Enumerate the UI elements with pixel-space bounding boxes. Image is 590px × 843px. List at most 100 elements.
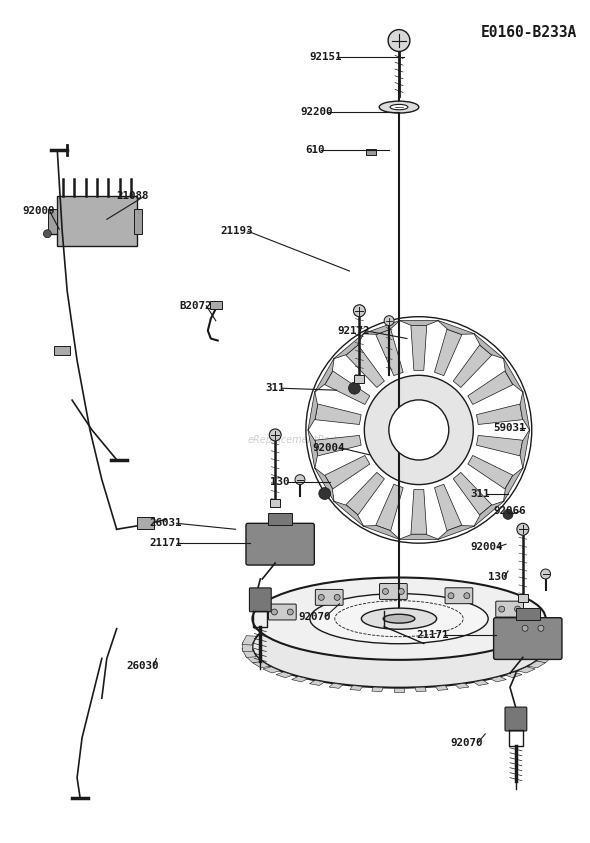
Bar [366,149,376,155]
Ellipse shape [253,605,546,688]
Polygon shape [503,358,523,393]
Polygon shape [394,688,404,692]
Polygon shape [333,333,364,359]
Polygon shape [399,534,439,540]
Polygon shape [503,467,523,502]
Circle shape [499,606,504,612]
Circle shape [365,375,473,485]
Polygon shape [329,684,343,689]
Circle shape [388,30,410,51]
Ellipse shape [253,577,546,660]
Polygon shape [363,525,400,540]
Ellipse shape [383,615,415,623]
Polygon shape [411,490,427,534]
Polygon shape [314,467,334,502]
Polygon shape [333,501,364,527]
Text: 21171: 21171 [149,538,182,548]
Circle shape [464,593,470,599]
Text: 21171: 21171 [417,630,450,640]
Bar [270,500,280,507]
Circle shape [353,305,365,317]
Polygon shape [528,661,546,668]
Text: 92004: 92004 [470,542,503,552]
Polygon shape [438,525,475,540]
FancyBboxPatch shape [496,601,523,617]
Text: 92172: 92172 [337,325,370,336]
Polygon shape [518,667,535,673]
Text: 92070: 92070 [451,738,483,748]
Polygon shape [474,501,504,527]
Circle shape [319,487,330,500]
Polygon shape [310,680,324,685]
Text: eReplacementParts: eReplacementParts [247,435,343,445]
Polygon shape [308,391,317,431]
Text: E0160-B233A: E0160-B233A [481,24,578,40]
Polygon shape [453,345,491,388]
Circle shape [271,609,277,615]
FancyBboxPatch shape [519,620,547,636]
Text: 92009: 92009 [22,207,55,217]
FancyBboxPatch shape [379,583,407,599]
Polygon shape [474,333,504,359]
Polygon shape [324,371,370,405]
Polygon shape [346,345,385,388]
Text: 26030: 26030 [127,662,159,671]
Circle shape [398,588,404,594]
Polygon shape [536,655,553,663]
Circle shape [448,593,454,599]
Bar [268,513,292,525]
Circle shape [269,429,281,441]
Polygon shape [253,661,270,668]
Polygon shape [315,404,361,425]
Circle shape [538,626,544,631]
Polygon shape [242,648,256,658]
Polygon shape [376,484,403,531]
Polygon shape [315,435,361,456]
FancyBboxPatch shape [505,707,527,731]
Polygon shape [438,320,475,335]
Polygon shape [276,672,293,678]
Polygon shape [263,667,280,673]
Polygon shape [242,636,256,645]
Bar [136,518,155,529]
Text: 92151: 92151 [310,52,342,62]
Polygon shape [363,320,400,335]
Bar [133,209,142,234]
Polygon shape [372,687,383,691]
Text: 311: 311 [266,384,285,393]
Bar [48,209,57,234]
Text: 21088: 21088 [117,191,149,201]
Polygon shape [455,684,469,689]
FancyBboxPatch shape [445,588,473,604]
Polygon shape [468,455,513,489]
Circle shape [382,588,388,594]
Polygon shape [399,320,439,325]
Circle shape [287,609,293,615]
Ellipse shape [361,608,437,629]
Text: 21193: 21193 [221,226,253,236]
Circle shape [517,524,529,535]
Circle shape [349,382,360,395]
Text: 92066: 92066 [493,507,526,517]
Polygon shape [542,636,556,645]
Polygon shape [453,472,491,515]
Bar [54,346,70,356]
Text: 59031: 59031 [493,423,526,433]
Bar [516,608,540,620]
Polygon shape [434,484,462,531]
Polygon shape [473,680,489,685]
Polygon shape [291,676,308,682]
Text: 130: 130 [488,572,507,582]
Polygon shape [542,648,556,658]
Ellipse shape [390,105,408,110]
Polygon shape [468,371,513,405]
FancyBboxPatch shape [494,618,562,659]
Polygon shape [411,325,427,370]
Circle shape [44,230,51,238]
Circle shape [389,400,449,460]
Polygon shape [346,472,385,515]
FancyBboxPatch shape [250,588,271,612]
Polygon shape [435,685,448,690]
FancyBboxPatch shape [268,604,296,620]
Circle shape [514,606,520,612]
